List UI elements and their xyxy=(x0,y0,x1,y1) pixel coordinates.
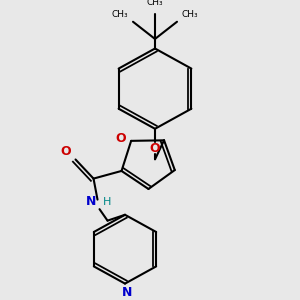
Text: CH₃: CH₃ xyxy=(112,10,128,19)
Text: H: H xyxy=(103,196,112,206)
Text: N: N xyxy=(86,195,97,208)
Text: O: O xyxy=(116,133,127,146)
Text: CH₃: CH₃ xyxy=(147,0,163,7)
Text: O: O xyxy=(60,145,71,158)
Text: N: N xyxy=(122,286,132,299)
Text: CH₃: CH₃ xyxy=(182,10,198,19)
Text: O: O xyxy=(150,142,160,155)
